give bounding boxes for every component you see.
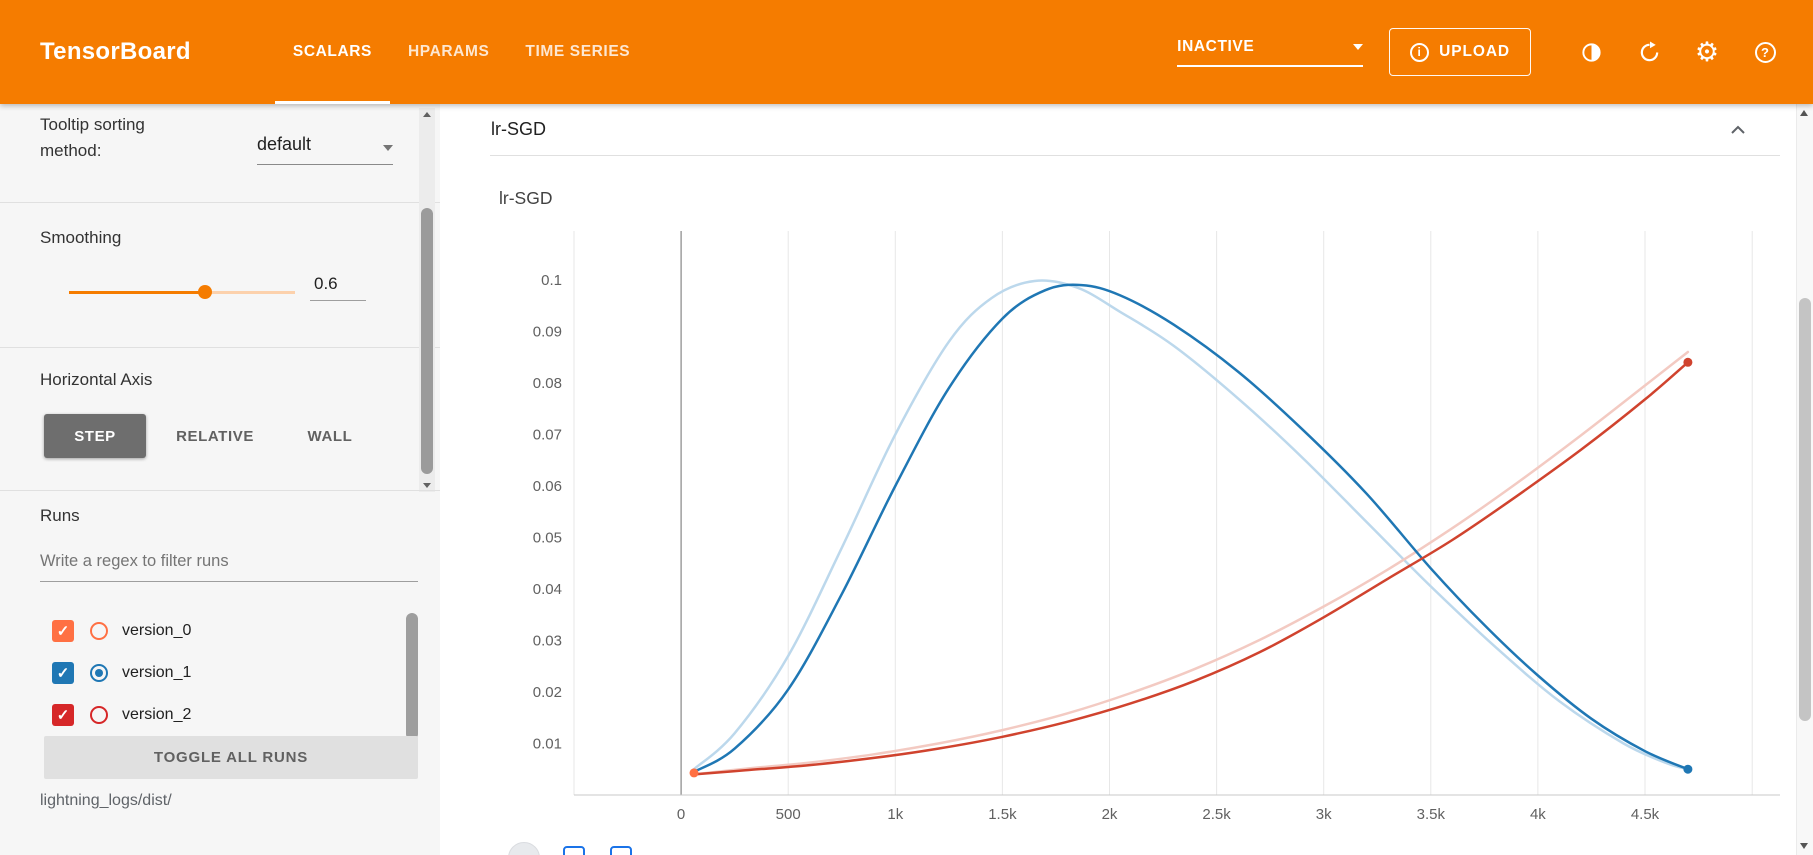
run-radio[interactable]	[90, 706, 108, 724]
dashboard-tabs: SCALARS HPARAMS TIME SERIES	[274, 0, 648, 104]
chart-fit-button[interactable]	[610, 846, 632, 855]
svg-text:2k: 2k	[1102, 806, 1118, 823]
radio-dot	[95, 669, 103, 677]
tooltip-sorting-label: Tooltip sorting method:	[40, 115, 145, 160]
runs-list-scrollbar-thumb[interactable]	[406, 613, 418, 740]
card-title: lr-SGD	[491, 119, 546, 139]
run-row-version-2[interactable]: version_2	[0, 694, 440, 736]
svg-text:0.1: 0.1	[541, 272, 562, 289]
scroll-down-arrow[interactable]	[423, 483, 431, 488]
help-icon	[1754, 41, 1776, 63]
svg-text:0.05: 0.05	[533, 530, 562, 547]
run-row-version-1[interactable]: version_1	[0, 652, 440, 694]
tab-hparams[interactable]: HPARAMS	[408, 43, 490, 60]
run-checkbox[interactable]	[52, 704, 74, 726]
svg-text:4k: 4k	[1530, 806, 1546, 823]
smoothing-value-input[interactable]	[310, 274, 366, 301]
wall-button[interactable]: WALL	[307, 427, 353, 445]
run-label: version_2	[122, 706, 192, 723]
divider	[0, 202, 440, 203]
chevron-up-icon	[1731, 125, 1745, 134]
scalar-chart[interactable]: 0.01 0.02 0.03 0.04 0.05 0.06 0.07 0.08 0.09 0.1 0…	[440, 156, 1796, 855]
settings-sidebar: Tooltip sorting method: default Smoothin…	[0, 104, 440, 855]
divider	[0, 347, 440, 348]
help-button[interactable]	[1743, 30, 1787, 74]
upload-button-label: UPLOAD	[1439, 43, 1510, 60]
active-dashboards-value: INACTIVE	[1177, 37, 1255, 55]
svg-text:500: 500	[776, 806, 801, 823]
run-row-version-0[interactable]: version_0	[0, 610, 440, 652]
tab-time-series[interactable]: TIME SERIES	[525, 43, 631, 60]
tensorboard-logo: TensorBoard	[40, 38, 191, 65]
chevron-down-icon	[383, 145, 393, 151]
svg-text:0.01: 0.01	[533, 736, 562, 753]
scrollbar-thumb[interactable]	[1799, 298, 1811, 721]
svg-text:0.09: 0.09	[533, 323, 562, 340]
relative-button[interactable]: RELATIVE	[176, 427, 254, 445]
toggle-all-runs-button[interactable]: TOGGLE ALL RUNS	[44, 736, 418, 779]
page-scrollbar[interactable]	[1796, 104, 1813, 855]
header-controls: INACTIVE UPLOAD ⚙	[1177, 28, 1787, 76]
tooltip-sorting-select[interactable]: default	[257, 134, 393, 165]
gear-icon: ⚙	[1694, 36, 1720, 67]
dark-mode-toggle-button[interactable]	[1569, 30, 1613, 74]
app-header: TensorBoard SCALARS HPARAMS TIME SERIES …	[0, 0, 1813, 104]
horizontal-axis-label: Horizontal Axis	[40, 370, 153, 389]
log-directory-path: lightning_logs/dist/	[40, 792, 172, 809]
step-button[interactable]: STEP	[44, 414, 146, 458]
svg-text:3.5k: 3.5k	[1417, 806, 1446, 823]
dark-mode-icon	[1581, 42, 1601, 62]
smoothing-label: Smoothing	[40, 228, 122, 247]
refresh-icon	[1640, 40, 1658, 61]
scroll-up-arrow[interactable]	[1800, 110, 1808, 116]
upload-button[interactable]: UPLOAD	[1389, 28, 1531, 76]
refresh-button[interactable]	[1627, 30, 1671, 74]
info-icon	[1410, 42, 1430, 62]
main-content: lr-SGD lr-SGD 0.01 0.02 0.03 0.04 0.05 0.06 0.…	[440, 104, 1796, 855]
chart-expand-button[interactable]	[563, 846, 585, 855]
svg-text:0.08: 0.08	[533, 375, 562, 392]
svg-text:0.06: 0.06	[533, 478, 562, 495]
runs-filter-input[interactable]	[40, 552, 418, 582]
svg-text:0.02: 0.02	[533, 684, 562, 701]
svg-text:1.5k: 1.5k	[988, 806, 1017, 823]
divider	[0, 490, 440, 491]
scroll-up-arrow[interactable]	[423, 112, 431, 117]
runs-label: Runs	[40, 506, 80, 525]
svg-text:3k: 3k	[1316, 806, 1332, 823]
smoothing-slider[interactable]	[69, 284, 295, 300]
svg-text:0: 0	[677, 806, 685, 823]
scalar-card-header: lr-SGD	[490, 104, 1780, 156]
runs-list: version_0 version_1 version_2	[0, 610, 440, 736]
svg-text:0.03: 0.03	[533, 633, 562, 650]
scroll-down-arrow[interactable]	[1800, 843, 1808, 849]
settings-button[interactable]: ⚙	[1685, 30, 1729, 74]
slider-fill	[69, 291, 205, 294]
svg-text:4.5k: 4.5k	[1631, 806, 1660, 823]
chevron-down-icon	[1353, 43, 1364, 50]
run-label: version_1	[122, 664, 192, 681]
tab-scalars[interactable]: SCALARS	[274, 0, 391, 104]
run-radio[interactable]	[90, 622, 108, 640]
svg-text:2.5k: 2.5k	[1202, 806, 1231, 823]
slider-thumb[interactable]	[197, 285, 212, 299]
active-dashboards-dropdown[interactable]: INACTIVE	[1177, 37, 1364, 67]
tooltip-sorting-value: default	[257, 134, 312, 154]
run-checkbox[interactable]	[52, 620, 74, 642]
run-radio-selected[interactable]	[90, 664, 108, 682]
run-label: version_0	[122, 622, 192, 639]
chart-title: lr-SGD	[499, 188, 553, 208]
scrollbar-thumb[interactable]	[421, 208, 433, 474]
svg-text:1k: 1k	[887, 806, 903, 823]
svg-text:0.07: 0.07	[533, 427, 562, 444]
run-checkbox[interactable]	[52, 662, 74, 684]
collapse-card-button[interactable]	[1730, 125, 1746, 135]
svg-text:0.04: 0.04	[533, 581, 562, 598]
sidebar-scrollbar[interactable]	[419, 108, 435, 492]
